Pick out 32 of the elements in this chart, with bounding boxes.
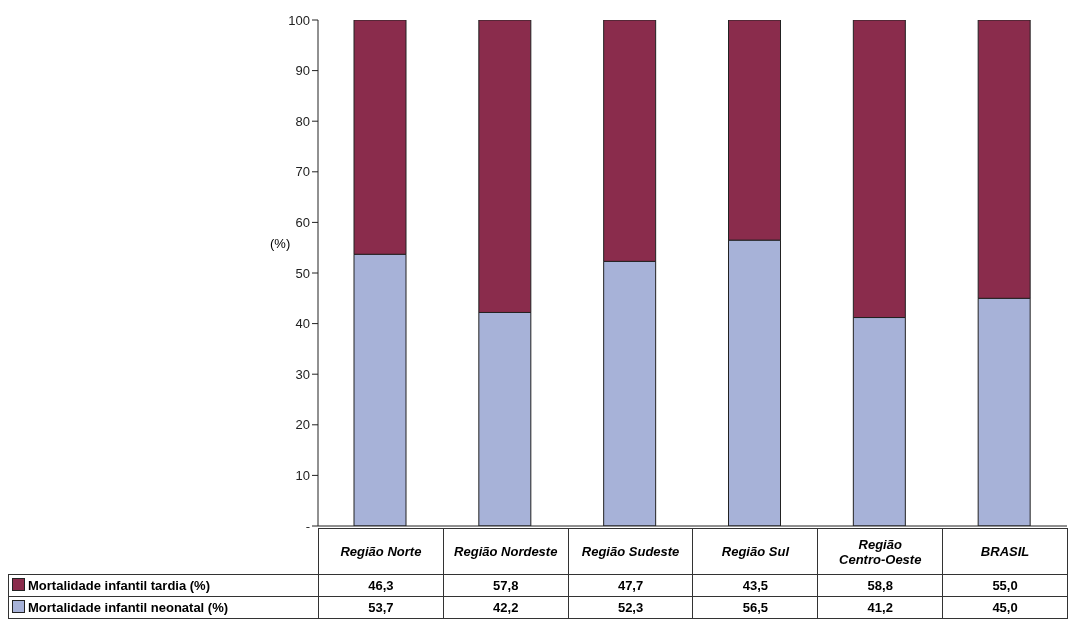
y-axis-title: (%) [270, 236, 291, 251]
x-tick-label: Região Sul [721, 544, 789, 559]
data-label: 56,5 [692, 596, 818, 619]
data-label: 45,0 [942, 596, 1068, 619]
data-label: 53,7 [318, 596, 444, 619]
x-tick-label: Região Sudeste [581, 544, 680, 559]
y-tick-label: 60 [295, 215, 310, 231]
y-tick-label: 70 [295, 164, 310, 180]
y-tick-label: 10 [295, 468, 310, 484]
y-tick-label: 40 [295, 316, 310, 332]
y-tick-label: - [305, 518, 310, 534]
y-tick-label: 90 [295, 63, 310, 79]
y-tick-label: 20 [295, 417, 310, 433]
y-tick-label: 50 [295, 265, 310, 281]
data-label: 47,7 [568, 574, 693, 597]
data-label: 58,8 [817, 574, 943, 597]
x-tick-label: Região Centro-Oeste [839, 536, 922, 567]
y-tick-label: 80 [295, 113, 310, 129]
data-label: 46,3 [318, 574, 444, 597]
y-tick-label: 100 [288, 12, 310, 28]
x-tick-label: Região Norte [340, 544, 422, 559]
legend-label: Mortalidade infantil neonatal (%) [8, 596, 319, 619]
x-tick-label: BRASIL [980, 544, 1030, 559]
data-label: 41,2 [817, 596, 943, 619]
data-label: 52,3 [568, 596, 693, 619]
x-tick-label: Região Nordeste [454, 544, 558, 559]
legend-label: Mortalidade infantil tardia (%) [8, 574, 319, 597]
data-label: 42,2 [443, 596, 569, 619]
data-label: 55,0 [942, 574, 1068, 597]
y-tick-label: 30 [295, 366, 310, 382]
data-label: 43,5 [692, 574, 818, 597]
data-label: 57,8 [443, 574, 569, 597]
